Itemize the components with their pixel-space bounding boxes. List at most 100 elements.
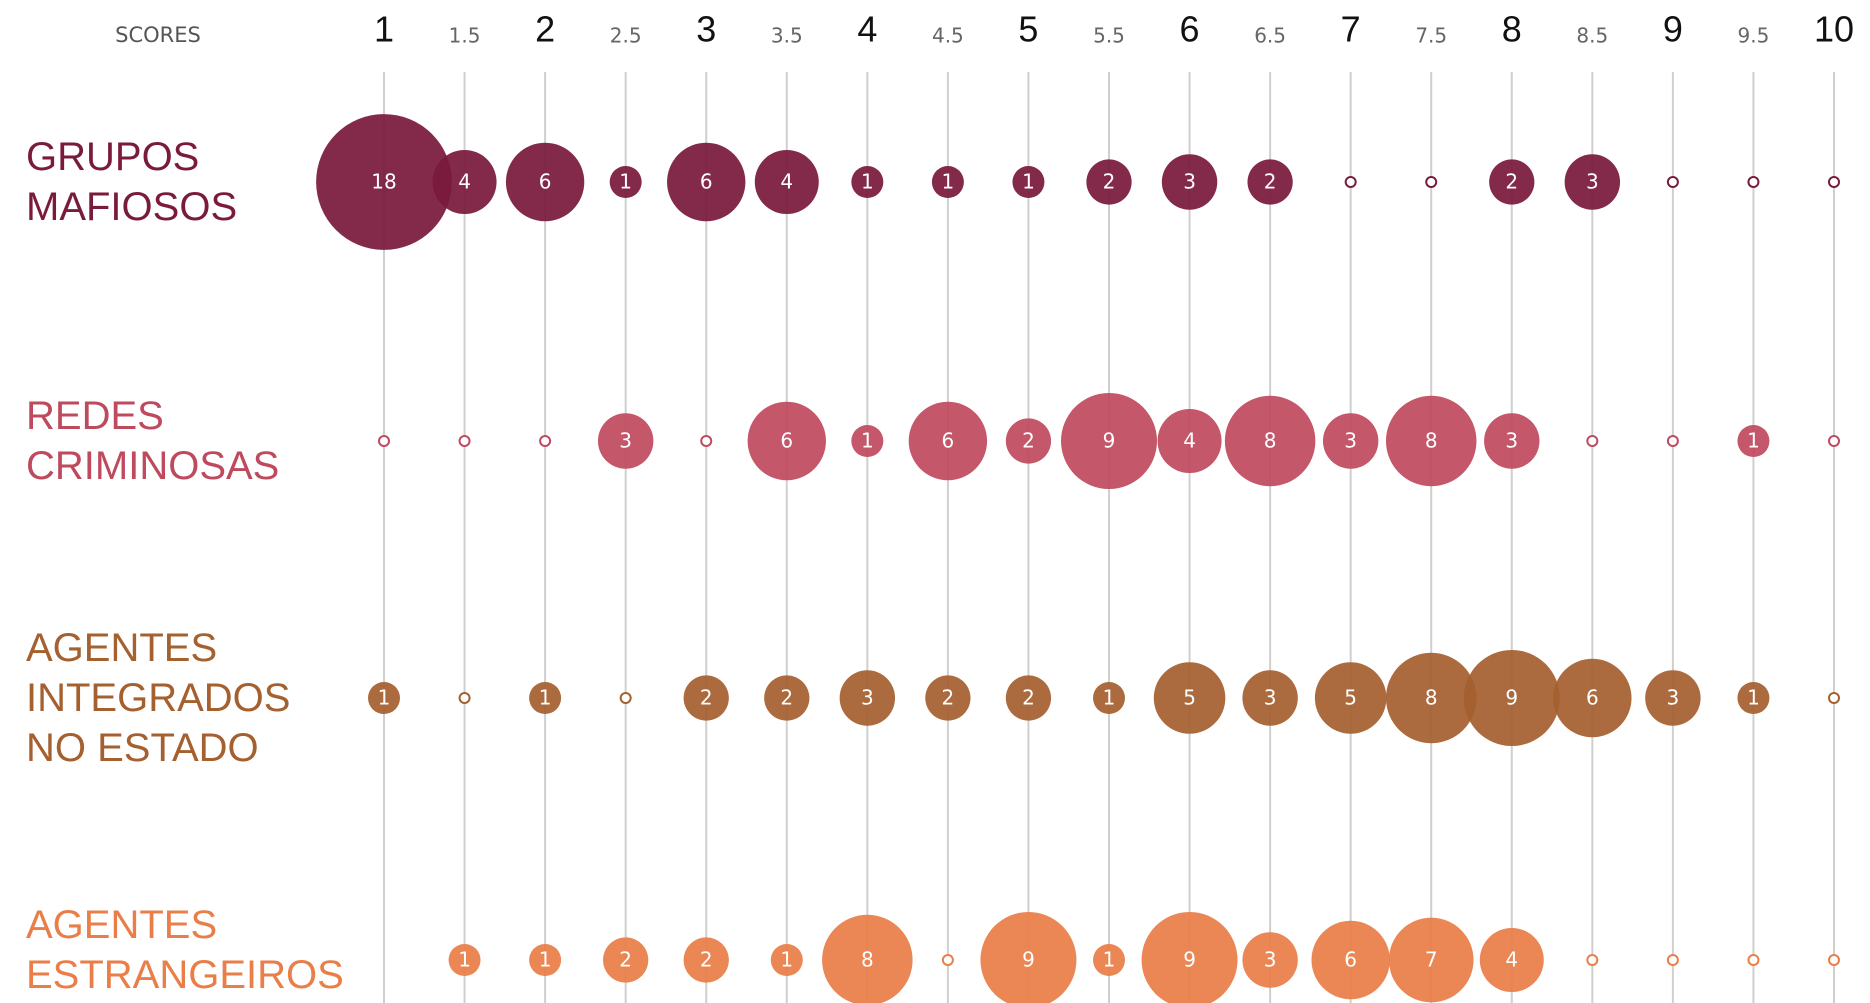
x-tick-label: 4 bbox=[857, 9, 877, 50]
bubble bbox=[316, 114, 452, 250]
bubble bbox=[1645, 670, 1701, 726]
bubble bbox=[839, 670, 896, 726]
empty-bubble bbox=[1828, 176, 1840, 188]
empty-bubble bbox=[539, 435, 552, 447]
bubble-label: 1 bbox=[539, 686, 552, 710]
bubble bbox=[603, 937, 649, 983]
bubble-label: 9 bbox=[1183, 948, 1196, 972]
bubble bbox=[1489, 159, 1535, 205]
x-tick-label: 6 bbox=[1180, 9, 1200, 50]
empty-bubble bbox=[378, 435, 390, 447]
x-tick-label: 7 bbox=[1341, 9, 1361, 50]
bubble bbox=[1314, 662, 1387, 734]
bubble-label: 3 bbox=[1586, 170, 1599, 194]
bubble bbox=[1005, 418, 1052, 464]
bubble-label: 3 bbox=[1264, 686, 1277, 710]
bubble-label: 1 bbox=[458, 948, 471, 972]
series-label: AGENTES INTEGRADOS NO ESTADO bbox=[26, 626, 291, 770]
bubble bbox=[822, 914, 913, 1003]
x-tick-label: 8 bbox=[1502, 9, 1522, 50]
bubble-label: 2 bbox=[780, 686, 793, 710]
x-axis-label: SCORES bbox=[115, 23, 201, 47]
bubble bbox=[1157, 409, 1222, 473]
x-tick-label: 10 bbox=[1814, 9, 1854, 50]
bubble bbox=[529, 944, 562, 976]
bubble-label: 1 bbox=[1103, 686, 1116, 710]
series-label: AGENTES ESTRANGEIROS bbox=[26, 903, 344, 997]
bubble bbox=[368, 682, 400, 714]
bubble-label: 1 bbox=[1747, 686, 1760, 710]
bubble-label: 1 bbox=[1747, 429, 1760, 453]
x-tick-label: 5.5 bbox=[1093, 24, 1125, 48]
bubble-label: 2 bbox=[1022, 429, 1035, 453]
bubble bbox=[505, 142, 585, 222]
bubble-label: 9 bbox=[1103, 429, 1116, 453]
bubble bbox=[1737, 425, 1770, 457]
bubble bbox=[529, 682, 562, 714]
bubble bbox=[770, 944, 803, 976]
empty-bubble bbox=[1344, 176, 1357, 188]
bubble bbox=[1564, 154, 1621, 210]
empty-bubble bbox=[1586, 435, 1599, 447]
bubble-label: 1 bbox=[861, 170, 874, 194]
bubble bbox=[683, 937, 729, 983]
bubble-label: 4 bbox=[1505, 948, 1518, 972]
bubble-label: 4 bbox=[1183, 429, 1196, 453]
bubble-label: 1 bbox=[539, 948, 552, 972]
bubble bbox=[1224, 395, 1316, 487]
bubble bbox=[1463, 650, 1560, 746]
bubble-label: 3 bbox=[1344, 429, 1357, 453]
x-tick-label: 2.5 bbox=[610, 24, 642, 48]
bubble-label: 3 bbox=[619, 429, 632, 453]
empty-bubble bbox=[1666, 954, 1679, 966]
bubble-label: 6 bbox=[1586, 686, 1599, 710]
bubble-label: 1 bbox=[1022, 170, 1035, 194]
x-tick-label: 7.5 bbox=[1415, 24, 1447, 48]
bubble-label: 1 bbox=[378, 686, 391, 710]
empty-bubble bbox=[1666, 176, 1679, 188]
empty-bubble bbox=[1828, 435, 1840, 447]
bubble bbox=[1311, 920, 1390, 1000]
bubble-label: 3 bbox=[1183, 170, 1196, 194]
empty-bubble bbox=[941, 954, 954, 966]
bubble-label: 1 bbox=[861, 429, 874, 453]
bubble bbox=[1242, 932, 1298, 988]
bubble bbox=[597, 413, 654, 469]
bubble bbox=[1322, 413, 1379, 469]
series-label: REDES CRIMINOSAS bbox=[26, 394, 280, 488]
bubble-label: 2 bbox=[942, 686, 955, 710]
bubble bbox=[747, 401, 826, 481]
bubble bbox=[1093, 944, 1125, 976]
x-tick-label: 9 bbox=[1663, 9, 1683, 50]
x-tick-label: 3 bbox=[696, 9, 716, 50]
bubble-label: 1 bbox=[619, 170, 632, 194]
x-tick-label: 6.5 bbox=[1254, 24, 1286, 48]
x-tick-label: 3.5 bbox=[771, 24, 803, 48]
bubble-label: 8 bbox=[861, 948, 874, 972]
empty-bubble bbox=[1586, 954, 1599, 966]
bubble-label: 2 bbox=[619, 948, 632, 972]
bubble-label: 6 bbox=[942, 429, 955, 453]
bubble bbox=[908, 401, 988, 481]
bubble bbox=[432, 150, 497, 214]
bubble bbox=[1086, 159, 1132, 205]
bubble bbox=[609, 166, 642, 198]
bubble-label: 1 bbox=[942, 170, 955, 194]
bubble bbox=[851, 425, 884, 457]
bubble bbox=[1161, 154, 1218, 210]
bubble-label: 3 bbox=[1667, 686, 1680, 710]
bubble bbox=[1385, 652, 1477, 744]
empty-bubble bbox=[458, 692, 471, 704]
bubble bbox=[980, 912, 1077, 1003]
bubble-label: 3 bbox=[861, 686, 874, 710]
bubble bbox=[931, 166, 964, 198]
bubble bbox=[1005, 675, 1052, 721]
bubble-label: 3 bbox=[1264, 948, 1277, 972]
bubble-label: 2 bbox=[700, 948, 713, 972]
bubble-label: 7 bbox=[1425, 948, 1438, 972]
bubble-label: 4 bbox=[780, 170, 793, 194]
bubble-label: 5 bbox=[1344, 686, 1357, 710]
bubble-label: 6 bbox=[539, 170, 552, 194]
